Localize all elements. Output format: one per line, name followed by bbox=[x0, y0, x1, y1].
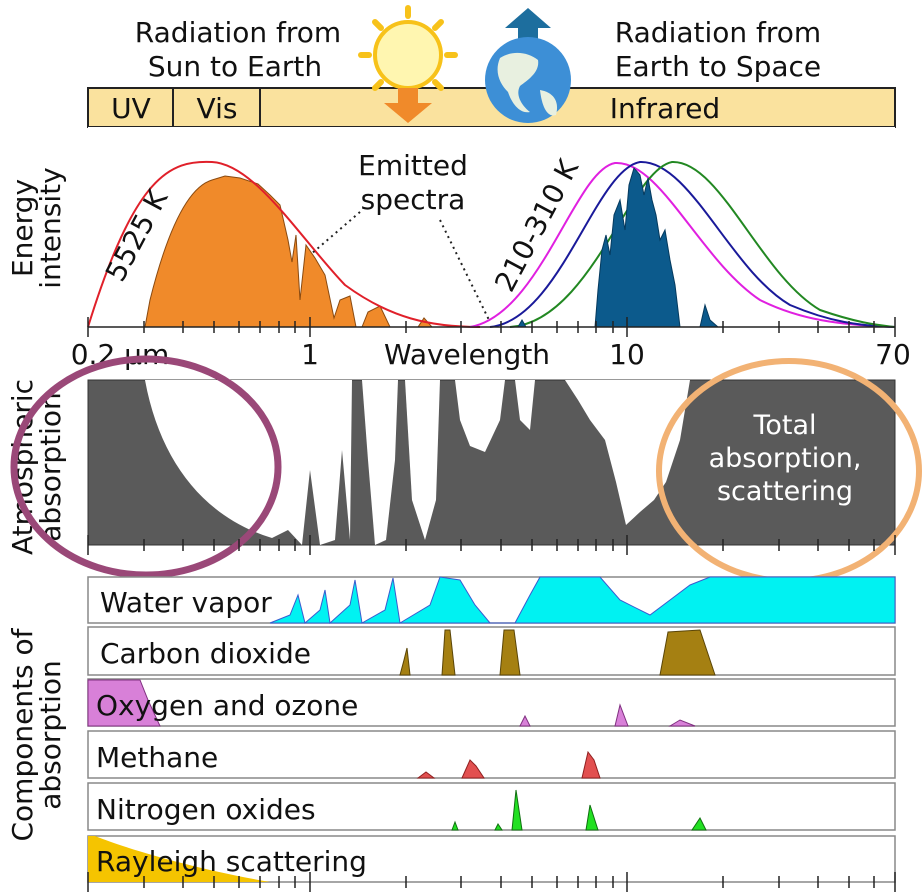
sun-label-line: Radiation from bbox=[135, 16, 341, 49]
gas-label: Rayleigh scattering bbox=[96, 845, 367, 878]
x-tick-label: 70 bbox=[875, 338, 911, 371]
diagram: Radiation fromSun to Earth Radiation fro… bbox=[0, 0, 922, 892]
sun-label-line: Sun to Earth bbox=[148, 50, 322, 83]
gas-label: Water vapor bbox=[100, 586, 272, 619]
gas-label: Methane bbox=[96, 741, 218, 774]
gas-label: Carbon dioxide bbox=[100, 637, 311, 670]
x-tick-label: 0.2 µm bbox=[71, 338, 170, 371]
x-tick-label: 10 bbox=[609, 338, 645, 371]
absorption-note-line: scattering bbox=[717, 476, 853, 507]
earth-label-line: Radiation from bbox=[615, 16, 821, 49]
components-y-label: Components ofabsorption bbox=[6, 627, 67, 841]
earth-label-line: Earth to Space bbox=[615, 50, 821, 83]
band-label: UV bbox=[111, 92, 151, 125]
gas-label: Oxygen and ozone bbox=[96, 689, 358, 722]
absorption-note-line: Total bbox=[752, 410, 816, 441]
absorption-note-line: absorption, bbox=[709, 443, 862, 474]
x-axis-title: Wavelength bbox=[384, 338, 550, 371]
band-label: Vis bbox=[197, 92, 238, 125]
components-y-label-line: absorption bbox=[34, 660, 67, 810]
earth-icon bbox=[485, 8, 571, 123]
gas-label: Nitrogen oxides bbox=[96, 793, 316, 826]
energy-y-label: Energyintensity bbox=[6, 167, 67, 288]
energy-y-label-line: intensity bbox=[34, 167, 67, 288]
x-tick-label: 1 bbox=[301, 338, 319, 371]
absorption-y-label-line: absorption bbox=[34, 392, 67, 542]
emitted-label-line: Emitted bbox=[358, 149, 468, 182]
band-label: Infrared bbox=[610, 92, 720, 125]
emitted-label-line: spectra bbox=[361, 183, 466, 216]
